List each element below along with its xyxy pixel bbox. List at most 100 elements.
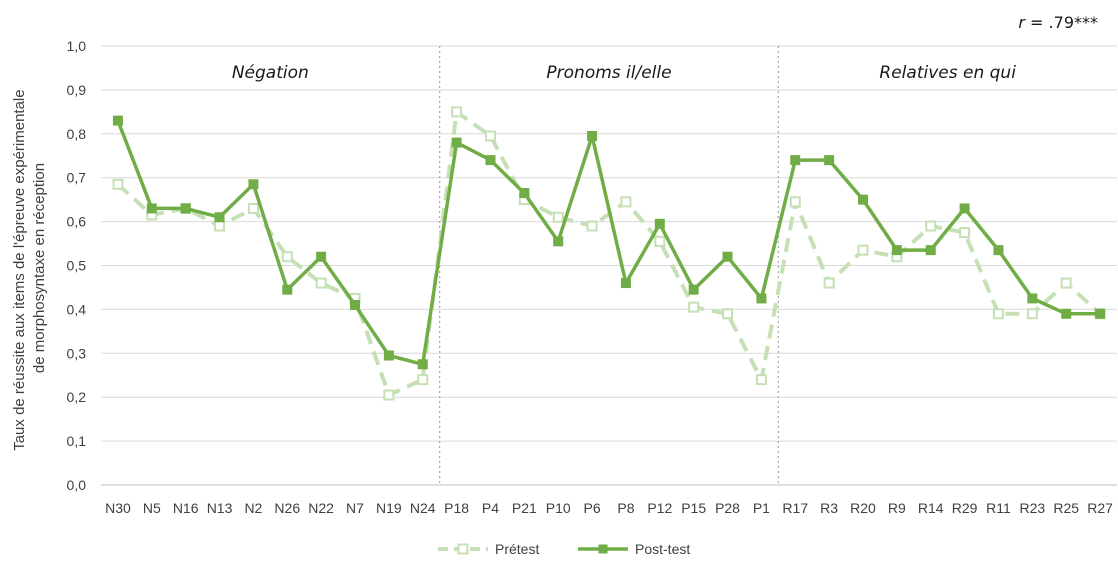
data-point xyxy=(789,196,801,208)
data-point xyxy=(790,155,801,166)
data-point xyxy=(350,300,360,311)
x-tick-label: N2 xyxy=(244,500,262,516)
legend-marker xyxy=(598,544,608,554)
y-axis-label-line-2: de morphosyntaxe en réception xyxy=(31,163,48,373)
data-point xyxy=(587,130,598,141)
x-tick-label: R27 xyxy=(1087,500,1113,516)
x-tick-label: N24 xyxy=(410,500,436,516)
data-point xyxy=(146,203,157,214)
x-tick-label: N19 xyxy=(376,500,402,516)
legend-item: Post-test xyxy=(578,541,690,557)
x-tick-label: N26 xyxy=(274,500,300,516)
series-pr-test xyxy=(112,106,1106,401)
data-point xyxy=(722,251,733,262)
data-point xyxy=(383,350,394,361)
section-label: Relatives en qui xyxy=(879,63,1016,83)
x-tick-label: R11 xyxy=(986,500,1011,516)
data-point xyxy=(417,374,429,386)
data-point xyxy=(1060,277,1072,289)
data-point xyxy=(688,284,699,295)
data-point xyxy=(722,308,734,320)
x-tick-label: P21 xyxy=(512,500,537,516)
y-tick-label: 0,5 xyxy=(67,258,87,274)
y-tick-label: 0,7 xyxy=(67,170,87,186)
data-point xyxy=(992,308,1004,320)
x-tick-label: N30 xyxy=(105,500,131,516)
data-point xyxy=(281,251,293,263)
x-tick-label: P1 xyxy=(753,500,770,516)
y-tick-label: 1,0 xyxy=(67,38,87,54)
correlation-annotation: r = .79*** xyxy=(1018,13,1098,32)
data-point xyxy=(180,203,191,214)
data-point xyxy=(383,389,395,401)
data-point xyxy=(925,220,937,232)
y-tick-label: 0,6 xyxy=(67,214,87,230)
series-line xyxy=(116,109,1102,397)
section-labels: Négation Pronoms il/elle Relatives en qui xyxy=(232,63,1016,83)
series-post-test xyxy=(112,115,1106,370)
data-point xyxy=(214,212,225,223)
data-point xyxy=(112,178,124,190)
data-point xyxy=(248,179,259,190)
x-tick-label: N22 xyxy=(308,500,334,516)
data-point xyxy=(484,130,496,142)
x-tick-label: P10 xyxy=(546,500,571,516)
x-tick-label: P28 xyxy=(715,500,740,516)
data-point xyxy=(553,236,564,247)
data-point xyxy=(620,196,632,208)
x-tick-label: N16 xyxy=(173,500,199,516)
series-group xyxy=(112,106,1106,401)
x-tick-label: P15 xyxy=(681,500,706,516)
data-point xyxy=(417,359,428,370)
correlation-value: = .79*** xyxy=(1025,13,1098,32)
x-tick-label: N7 xyxy=(346,500,364,516)
data-point xyxy=(959,203,970,214)
y-tick-label: 0,4 xyxy=(67,301,87,317)
data-point xyxy=(688,301,700,313)
section-dividers xyxy=(439,46,779,485)
data-point xyxy=(282,284,293,295)
series-line xyxy=(116,119,1101,367)
y-tick-label: 0,3 xyxy=(67,345,87,361)
data-point xyxy=(858,194,868,205)
data-point xyxy=(1027,293,1038,304)
y-tick-label: 0,8 xyxy=(67,126,87,142)
legend-label: Prétest xyxy=(495,541,539,557)
y-axis: 0,0 0,1 0,2 0,3 0,4 0,5 0,6 0,7 0,8 0,9 1,0 xyxy=(67,38,87,493)
data-point xyxy=(1061,308,1072,319)
x-tick-label: N5 xyxy=(143,500,161,516)
x-tick-label: R29 xyxy=(952,500,978,516)
data-point xyxy=(654,235,666,247)
legend-item: Prétest xyxy=(438,541,539,557)
data-point xyxy=(451,106,463,118)
data-point xyxy=(959,227,971,239)
data-point xyxy=(586,220,598,232)
data-point xyxy=(519,188,530,199)
x-tick-label: P6 xyxy=(584,500,601,516)
x-tick-label: R25 xyxy=(1053,500,1079,516)
correlation-r: r xyxy=(1018,13,1026,32)
gridlines xyxy=(101,45,1117,486)
data-point xyxy=(993,245,1004,256)
y-axis-label-line-1: Taux de réussite aux items de l'épreuve … xyxy=(11,89,28,450)
y-tick-label: 0,2 xyxy=(67,389,87,405)
x-axis: N30 N5 N16 N13 N2 N26 N22 N7 N19 N24 P18 P4 P21 P10 P6… xyxy=(105,500,1113,516)
data-point xyxy=(891,245,902,256)
data-point xyxy=(824,155,835,166)
legend-label: Post-test xyxy=(635,541,690,557)
data-point xyxy=(1095,308,1106,319)
data-point xyxy=(112,115,123,126)
data-point xyxy=(214,220,226,232)
x-tick-label: N13 xyxy=(207,500,233,516)
x-tick-label: R14 xyxy=(918,500,944,516)
legend: Prétest Post-test xyxy=(438,541,690,557)
x-tick-label: R20 xyxy=(850,500,876,516)
y-tick-label: 0,9 xyxy=(67,82,87,98)
x-tick-label: P4 xyxy=(482,500,499,516)
data-point xyxy=(485,155,496,166)
data-point xyxy=(1026,308,1038,320)
data-point xyxy=(756,293,767,304)
x-tick-label: P12 xyxy=(647,500,672,516)
x-tick-label: P8 xyxy=(617,500,634,516)
